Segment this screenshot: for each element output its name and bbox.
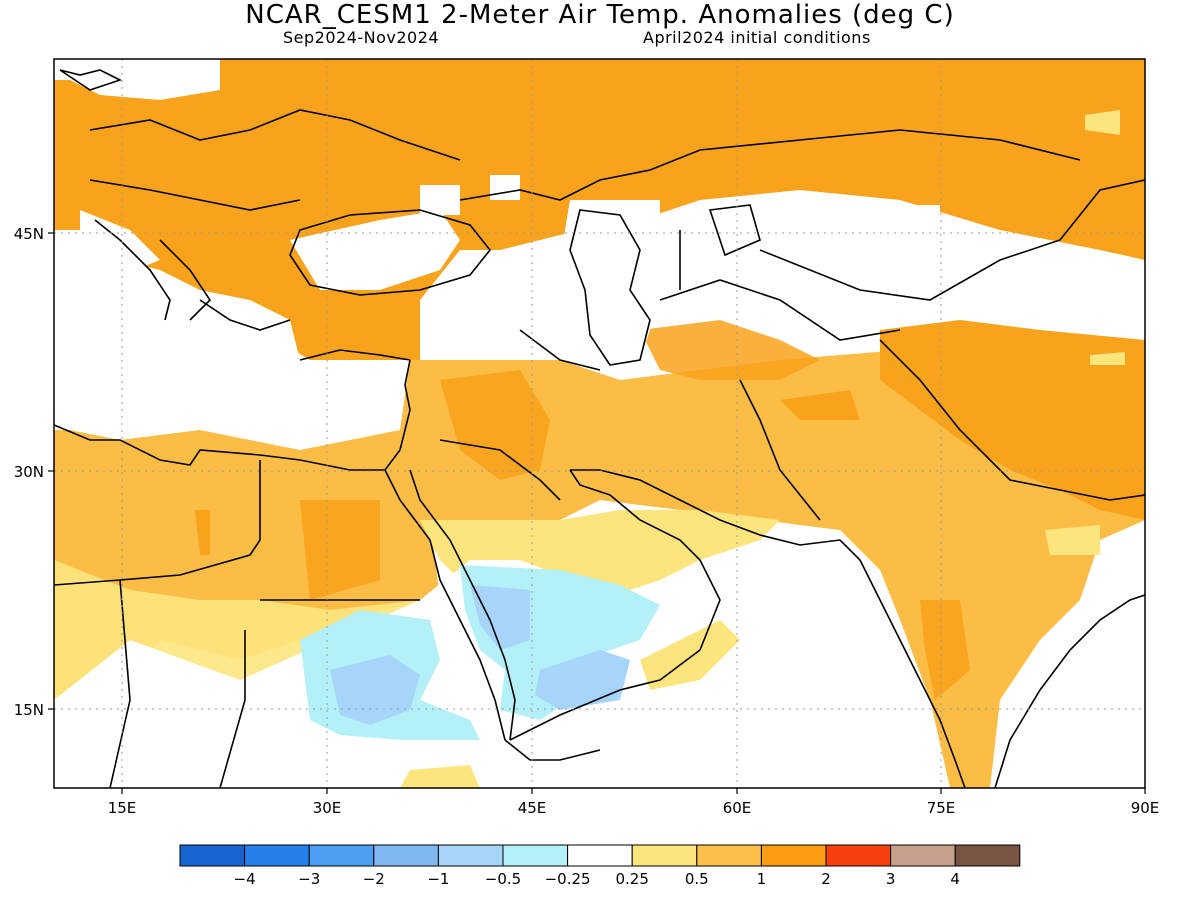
colorbar-label: −0.5	[485, 870, 521, 888]
colorbar-swatch	[760, 844, 827, 867]
lat-label: 15N	[14, 701, 44, 719]
lon-label: 60E	[723, 799, 752, 817]
colorbar-swatch	[954, 844, 1021, 867]
initial-conditions: April2024 initial conditions	[643, 28, 871, 47]
anomaly-region-tibet	[880, 320, 1145, 520]
colorbar-label: 1	[757, 870, 767, 888]
forecast-period: Sep2024-Nov2024	[283, 28, 440, 47]
lon-label: 45E	[518, 799, 547, 817]
colorbar-swatch	[437, 844, 504, 867]
colorbar-swatch	[631, 844, 698, 867]
colorbar-label: −3	[298, 870, 320, 888]
colorbar: −4 −3 −2 −1 −0.5 −0.25 0.25 0.5 1 2 3 4	[179, 844, 1021, 888]
colorbar-label: −0.25	[545, 870, 591, 888]
lon-label: 30E	[313, 799, 342, 817]
map-frame	[53, 58, 1146, 789]
colorbar-swatch	[696, 844, 762, 867]
colorbar-label: 0.25	[615, 870, 648, 888]
colorbar-swatch	[890, 844, 956, 867]
colorbar-label: 2	[821, 870, 831, 888]
colorbar-label: 3	[886, 870, 896, 888]
lat-label: 45N	[14, 225, 44, 243]
colorbar-label: −1	[427, 870, 449, 888]
colorbar-label: 4	[950, 870, 960, 888]
colorbar-label: −2	[363, 870, 385, 888]
colorbar-swatch	[308, 844, 375, 867]
lat-label: 30N	[14, 463, 44, 481]
colorbar-swatch	[567, 844, 633, 867]
coastlines-borders	[54, 69, 1145, 788]
colorbar-swatch	[179, 844, 246, 867]
colorbar-swatch	[502, 844, 569, 867]
neutral-mediterranean	[54, 280, 410, 450]
colorbar-swatch	[825, 844, 892, 867]
colorbar-swatch	[244, 844, 310, 867]
map-title: NCAR_CESM1 2-Meter Air Temp. Anomalies (…	[245, 0, 955, 30]
lon-label: 90E	[1131, 799, 1160, 817]
lon-label: 75E	[927, 799, 956, 817]
colorbar-label: −4	[234, 870, 256, 888]
colorbar-swatch	[373, 844, 439, 867]
anomaly-fields	[54, 59, 1145, 788]
graticule	[54, 59, 1145, 788]
colorbar-label: 0.5	[685, 870, 709, 888]
lon-label: 15E	[108, 799, 137, 817]
